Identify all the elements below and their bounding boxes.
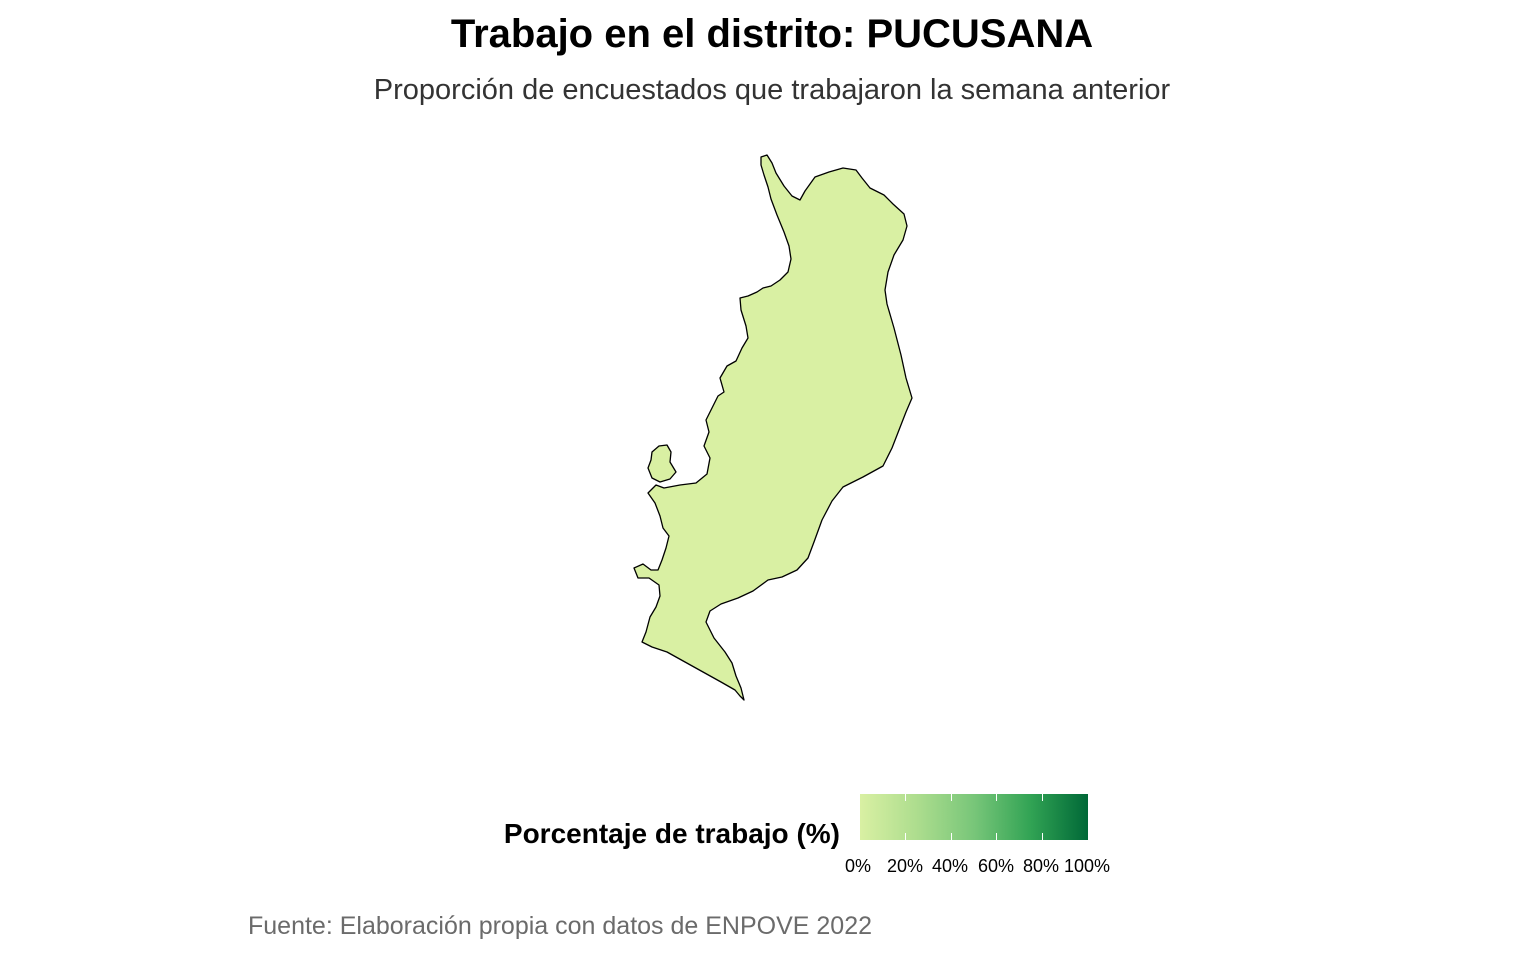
legend-tick-label: 80% (1022, 856, 1060, 876)
legend-tick-mark (905, 794, 906, 801)
legend-tick-mark (996, 833, 997, 840)
legend-tick-mark (905, 833, 906, 840)
legend-tick-mark (951, 833, 952, 840)
source-caption: Fuente: Elaboración propia con datos de … (248, 912, 873, 940)
legend-tick-mark (1042, 794, 1043, 801)
chart-title: Trabajo en el distrito: PUCUSANA (450, 12, 1094, 56)
legend-tick-mark (951, 794, 952, 801)
legend-tick-mark (996, 794, 997, 801)
legend-tick-label: 0% (844, 856, 872, 876)
legend-tick-label: 40% (931, 856, 969, 876)
legend-tick-mark (1042, 833, 1043, 840)
legend-tick-label: 100% (1063, 856, 1111, 876)
island-shape (647, 444, 677, 483)
district-shape-pucusana (633, 154, 913, 701)
legend-tick-label: 60% (977, 856, 1015, 876)
legend-title: Porcentaje de trabajo (%) (503, 818, 840, 849)
legend-colorbar (860, 794, 1088, 840)
chart-subtitle: Proporción de encuestados que trabajaron… (373, 74, 1171, 106)
legend-tick-label: 20% (886, 856, 924, 876)
